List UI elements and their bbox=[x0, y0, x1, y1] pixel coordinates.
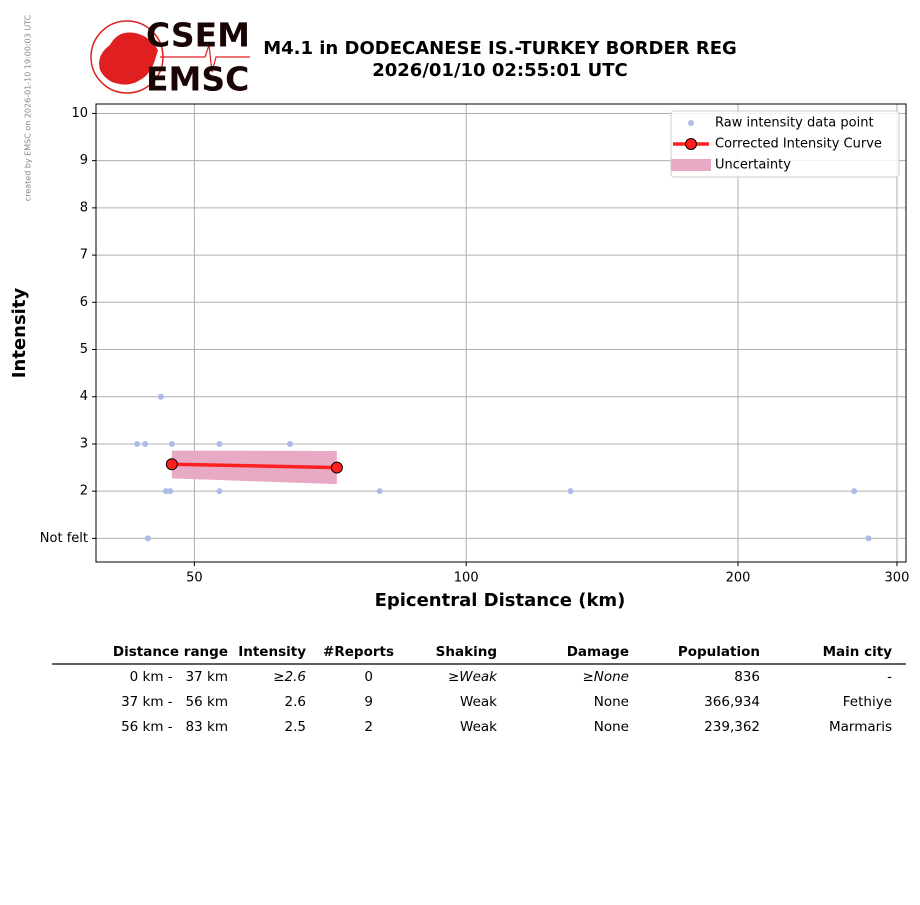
x-tick-label: 50 bbox=[186, 571, 203, 586]
logo-wave bbox=[160, 44, 250, 73]
logo-top: CSEM bbox=[146, 16, 250, 55]
legend-swatch bbox=[671, 159, 711, 171]
data-point bbox=[567, 488, 574, 495]
table-cell: 366,934 bbox=[704, 694, 760, 710]
data-point bbox=[376, 488, 383, 495]
created-note: created by EMSC on 2026-01-10 19:00:03 U… bbox=[24, 14, 33, 201]
table-header: Population bbox=[678, 644, 760, 660]
table-cell: Weak bbox=[460, 694, 497, 710]
y-tick-label: 2 bbox=[80, 484, 88, 499]
data-point bbox=[168, 440, 175, 447]
logo-bottom: EMSC bbox=[146, 60, 249, 99]
y-axis-title: Intensity bbox=[9, 288, 30, 379]
data-point bbox=[144, 535, 151, 542]
data-point bbox=[142, 440, 149, 447]
curve bbox=[171, 462, 337, 470]
table-header: Damage bbox=[567, 644, 629, 660]
table-cell: Marmaris bbox=[829, 719, 892, 735]
table-cell: 239,362 bbox=[704, 719, 760, 735]
data-point bbox=[167, 488, 174, 495]
table-cell: 9 bbox=[364, 694, 373, 710]
table-cell: - bbox=[887, 669, 892, 685]
data-point bbox=[157, 393, 164, 400]
table-cell: 836 bbox=[734, 669, 760, 685]
table-cell: ≥Weak bbox=[448, 669, 498, 685]
table-header: Distance range bbox=[113, 644, 228, 660]
table-cell: ≥2.6 bbox=[273, 669, 306, 685]
y-tick-label: 9 bbox=[80, 153, 88, 168]
y-tick-label: 7 bbox=[80, 248, 88, 263]
table-cell: None bbox=[594, 694, 629, 710]
table-cell: 2.5 bbox=[285, 719, 306, 735]
chart-title: M4.1 in DODECANESE IS.-TURKEY BORDER REG bbox=[263, 38, 737, 59]
table-cell: 0 km - 37 km bbox=[130, 669, 228, 685]
table-cell: ≥None bbox=[582, 669, 629, 685]
chart-subtitle: 2026/01/10 02:55:01 UTC bbox=[372, 60, 628, 81]
y-tick-label: 10 bbox=[71, 106, 88, 121]
data-point bbox=[865, 535, 872, 542]
curve-point bbox=[330, 461, 343, 474]
data-point bbox=[162, 488, 169, 495]
table-header: Intensity bbox=[238, 644, 306, 660]
data-point bbox=[216, 488, 223, 495]
y-tick-label: 4 bbox=[80, 389, 88, 404]
logo-map bbox=[99, 32, 158, 85]
y-tick-label: Not felt bbox=[40, 531, 88, 546]
table-cell: 2.6 bbox=[285, 694, 306, 710]
data-point bbox=[134, 440, 141, 447]
table-cell: Weak bbox=[460, 719, 497, 735]
y-tick-label: 3 bbox=[80, 436, 88, 451]
x-axis-title: Epicentral Distance (km) bbox=[375, 590, 626, 611]
y-tick-label: 6 bbox=[80, 295, 88, 310]
data-point bbox=[851, 488, 858, 495]
plot: 50 100 200 300 Not felt 2 3 4 5 6 7 8 9 10 Raw intensi… bbox=[40, 103, 910, 586]
y-tick-label: 8 bbox=[80, 200, 88, 215]
table-header: #Reports bbox=[323, 644, 394, 660]
legend-box bbox=[670, 110, 900, 178]
table-cell: 0 bbox=[364, 669, 373, 685]
y-tick-label: 5 bbox=[80, 342, 88, 357]
table-cell: 56 km - 83 km bbox=[121, 719, 228, 735]
legend-label: Corrected Intensity Curve bbox=[715, 137, 882, 152]
x-tick-label: 300 bbox=[885, 571, 910, 586]
logo: CSEM EMSC bbox=[90, 16, 250, 99]
table: Distance range Intensity #Reports Shaking Da… bbox=[52, 644, 906, 735]
curve-point bbox=[165, 458, 178, 471]
legend-label: Uncertainty bbox=[715, 158, 791, 173]
table-header: Main city bbox=[823, 644, 893, 660]
table-cell: None bbox=[594, 719, 629, 735]
x-tick-label: 200 bbox=[726, 571, 751, 586]
data-point bbox=[216, 440, 223, 447]
plot-frame bbox=[95, 103, 907, 563]
x-tick-label: 100 bbox=[454, 571, 479, 586]
data-point bbox=[286, 440, 293, 447]
legend-label: Raw intensity data point bbox=[715, 116, 874, 131]
legend-swatch bbox=[688, 120, 694, 126]
table-cell: 2 bbox=[364, 719, 373, 735]
table-cell: Fethiye bbox=[843, 694, 892, 710]
legend-swatch bbox=[685, 138, 697, 150]
table-header: Shaking bbox=[436, 644, 497, 660]
table-cell: 37 km - 56 km bbox=[121, 694, 228, 710]
